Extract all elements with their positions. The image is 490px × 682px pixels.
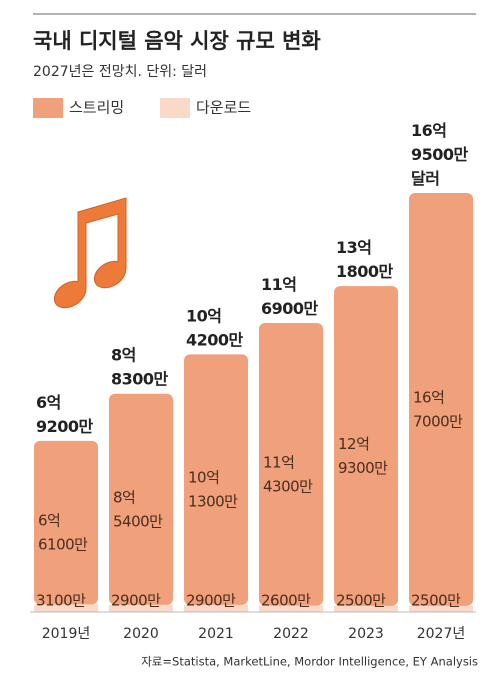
x-tick-label: 2027년 [417,626,466,642]
bar-segment [334,286,398,606]
value-label: 2500만 [411,592,461,610]
bar-segment [184,604,248,612]
value-label: 10억 1300만 [188,468,238,510]
bar-segment [334,605,398,612]
value-label: 2600만 [261,592,311,610]
source: 자료=Statista, MarketLine, Mordor Intellig… [141,655,478,669]
legend-swatch [33,98,63,118]
value-label: 2900만 [186,592,236,610]
value-label: 2500만 [336,592,386,610]
value-label: 3100만 [36,592,86,610]
music-note [54,197,127,309]
value-label: 2900만 [111,592,161,610]
chart-subtitle: 2027년은 전망치. 단위: 달러 [33,64,207,80]
bar-segment [184,354,248,605]
total-label: 16억 9500만 달러 [411,120,469,187]
x-tick-label: 2022 [273,626,309,642]
x-tick-label: 2023 [348,626,384,642]
value-label: 16억 7000만 [413,388,463,430]
total-label: 11억 6900만 [261,274,319,317]
legend-label: 스트리밍 [69,99,124,117]
x-tick-label: 2019년 [42,626,91,642]
bar-segment [409,605,473,612]
legend-label: 다운로드 [196,99,251,117]
bar-segment [409,192,473,606]
total-label: 13억 1800만 [336,238,394,281]
x-tick-label: 2020 [123,626,159,642]
total-label: 10억 4200만 [186,306,244,349]
legend-swatch [160,98,190,118]
chart-title: 국내 디지털 음악 시장 규모 변화 [33,29,321,53]
value-label: 8억 5400만 [113,488,163,530]
value-label: 6억 6100만 [38,511,88,553]
value-label: 11억 4300만 [263,453,313,495]
total-label: 6억 9200만 [36,392,94,435]
bar-segment [34,440,98,605]
total-label: 8억 8300만 [111,345,169,388]
bar-segment [259,605,323,612]
bar-segment [34,604,98,612]
bar-segment [259,322,323,606]
bar-segment [109,604,173,612]
x-tick-label: 2021 [198,626,234,642]
value-label: 12억 9300만 [338,434,388,476]
bar-segment [109,393,173,605]
